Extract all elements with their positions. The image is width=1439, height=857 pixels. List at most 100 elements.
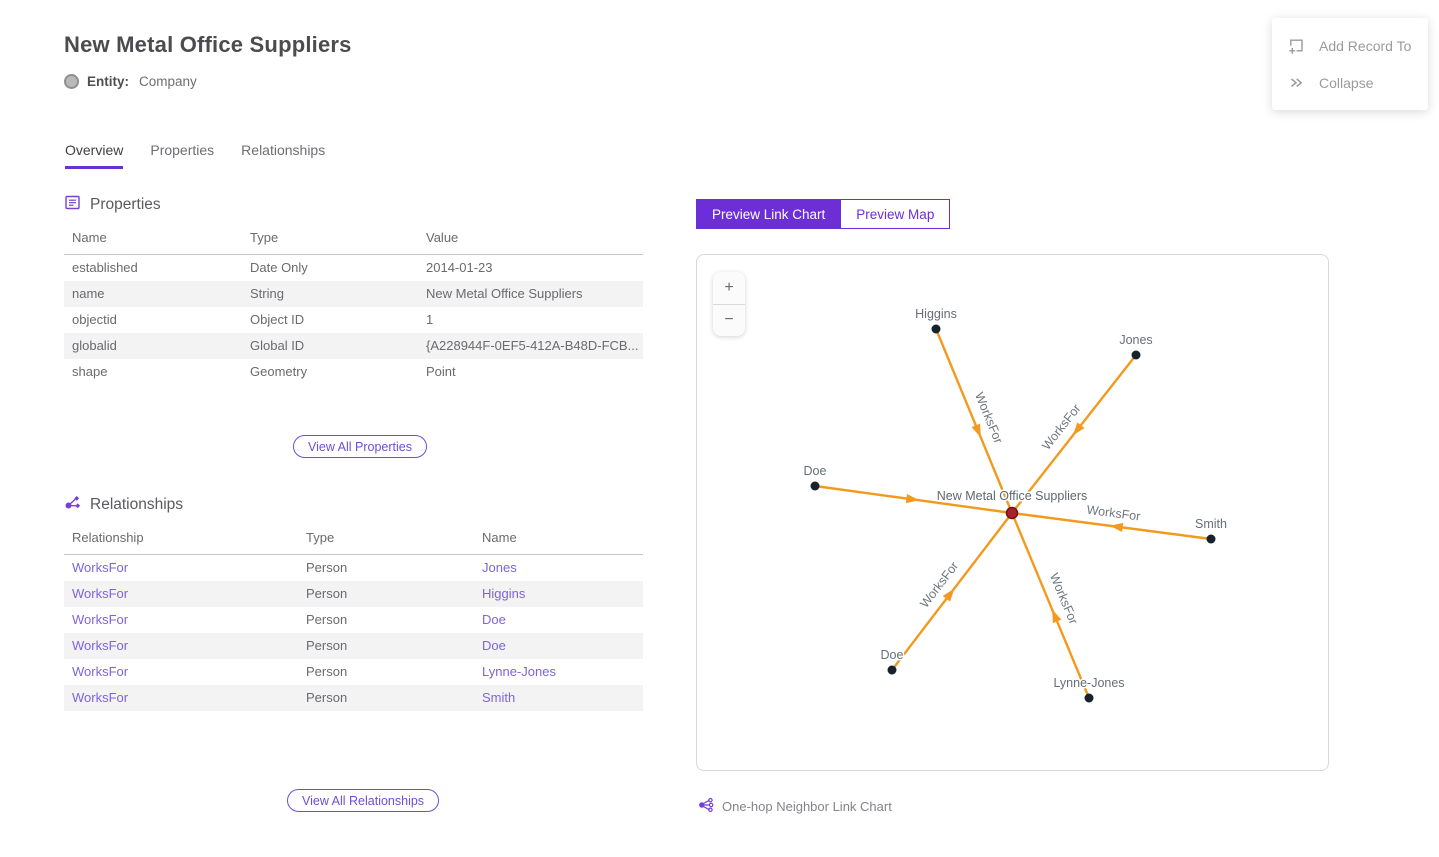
relationship-link-cell: WorksFor [64,685,298,711]
tab-preview-link-chart[interactable]: Preview Link Chart [696,199,842,229]
properties-table-header: Name Type Value [64,225,643,255]
properties-tbody: established Date Only 2014-01-23 name String… [64,255,643,385]
node-label: Doe [881,648,904,662]
property-name: objectid [72,312,117,327]
entity-value: Company [139,74,197,89]
relationship-link[interactable]: WorksFor [72,664,129,679]
zoom-in-button[interactable]: + [713,272,745,305]
tab-overview[interactable]: Overview [65,142,124,169]
record-tabs: Overview Properties Relationships [65,142,325,169]
relationships-table: Relationship Type Name WorksFor Person Jon… [64,525,643,711]
graph-node[interactable] [810,481,820,491]
table-row: WorksFor Person Smith [64,684,643,711]
relationships-tbody: WorksFor Person Jones WorksFor Person Higgins… [64,555,643,711]
entity-label: Entity: [87,74,129,89]
edge-label: WorksFor [972,390,1006,445]
relationship-link[interactable]: WorksFor [72,560,129,576]
edge-label: WorksFor [1086,503,1141,524]
col-header-name: Name [64,225,242,255]
col-header-type: Type [242,225,418,255]
node-label: Doe [804,464,827,478]
col-header-value: Value [418,225,643,255]
table-row: globalid Global ID {A228944F-0EF5-412A-B48… [64,332,643,359]
tab-properties[interactable]: Properties [150,142,215,158]
entity-link-cell: Doe [474,633,643,659]
relationships-section-title: Relationships [90,496,184,513]
entity-type-icon [64,74,79,89]
entity-link[interactable]: Lynne-Jones [482,664,556,679]
collapse-icon [1288,74,1305,91]
node-label: Lynne-Jones [1053,676,1124,690]
table-row: WorksFor Person Doe [64,632,643,659]
graph-node[interactable] [1084,693,1094,703]
property-type: Object ID [250,312,305,327]
relationship-link[interactable]: WorksFor [72,586,129,601]
table-row: established Date Only 2014-01-23 [64,255,643,281]
graph-node[interactable] [887,665,897,675]
properties-section-title: Properties [90,196,161,213]
edge-arrow [1072,422,1085,436]
relationship-link[interactable]: WorksFor [72,612,129,627]
view-all-properties-button[interactable]: View All Properties [293,435,427,458]
entity-link-cell: Lynne-Jones [474,659,643,685]
relationship-link-cell: WorksFor [64,555,298,581]
property-name: established [72,260,138,276]
record-actions-menu: Add Record To Collapse [1272,18,1428,110]
property-value: New Metal Office Suppliers [426,286,583,301]
node-label: Jones [1119,333,1152,347]
property-name: shape [72,364,108,379]
zoom-out-button[interactable]: − [724,311,734,329]
menu-item-collapse[interactable]: Collapse [1272,64,1428,101]
relationship-link-cell: WorksFor [64,633,298,659]
relationships-table-header: Relationship Type Name [64,525,643,555]
edge-label: WorksFor [917,559,961,610]
graph-node[interactable] [1206,534,1216,544]
col-header-relationship: Relationship [64,525,298,555]
view-all-relationships-button[interactable]: View All Relationships [287,789,440,812]
menu-item-add-record-to[interactable]: Add Record To [1272,27,1428,64]
graph-node[interactable] [931,324,941,334]
entity-link[interactable]: Doe [482,612,506,627]
node-label: Higgins [915,307,957,321]
properties-section: Properties Name Type Value established Da… [64,195,643,385]
relationship-link[interactable]: WorksFor [72,690,129,705]
entity-link[interactable]: Jones [482,560,517,576]
property-value: 2014-01-23 [426,260,493,276]
entity-link[interactable]: Doe [482,638,506,653]
preview-tabs: Preview Link Chart Preview Map [696,199,951,229]
property-type: Date Only [250,260,308,276]
graph-node-center[interactable] [1005,506,1019,520]
property-name: name [72,286,105,301]
entity-link[interactable]: Higgins [482,586,526,601]
one-hop-link-chart-icon [698,797,714,816]
link-chart-panel: WorksFor WorksFor WorksFor WorksFor WorksFor… [696,254,1329,771]
tab-preview-map[interactable]: Preview Map [841,199,951,229]
entity-link-cell: Higgins [474,581,643,607]
edge-line [934,328,1014,514]
relationship-type: Person [306,612,348,627]
tab-relationships[interactable]: Relationships [241,142,326,158]
table-row: name String New Metal Office Suppliers [64,280,643,307]
relationship-type: Person [306,664,348,679]
graph-node[interactable] [1131,350,1141,360]
entity-type-row: Entity: Company [64,74,197,89]
edge-arrow [971,423,981,438]
edge-label: WorksFor [1047,571,1081,626]
property-type: Global ID [250,338,305,353]
table-row: objectid Object ID 1 [64,307,643,333]
edge-line [1010,512,1091,699]
table-row: WorksFor Person Jones [64,555,643,581]
entity-link-cell: Doe [474,607,643,633]
property-value: {A228944F-0EF5-412A-B48D-FCB... [426,338,639,353]
properties-table: Name Type Value established Date Only 2014… [64,225,643,385]
menu-item-label: Collapse [1319,74,1374,91]
relationship-link[interactable]: WorksFor [72,638,129,653]
edge-arrow [942,588,955,602]
entity-link-cell: Smith [474,685,643,711]
property-type: Geometry [250,364,308,379]
entity-link[interactable]: Smith [482,690,516,705]
col-header-type: Type [298,525,474,555]
entity-link-cell: Jones [474,555,643,581]
